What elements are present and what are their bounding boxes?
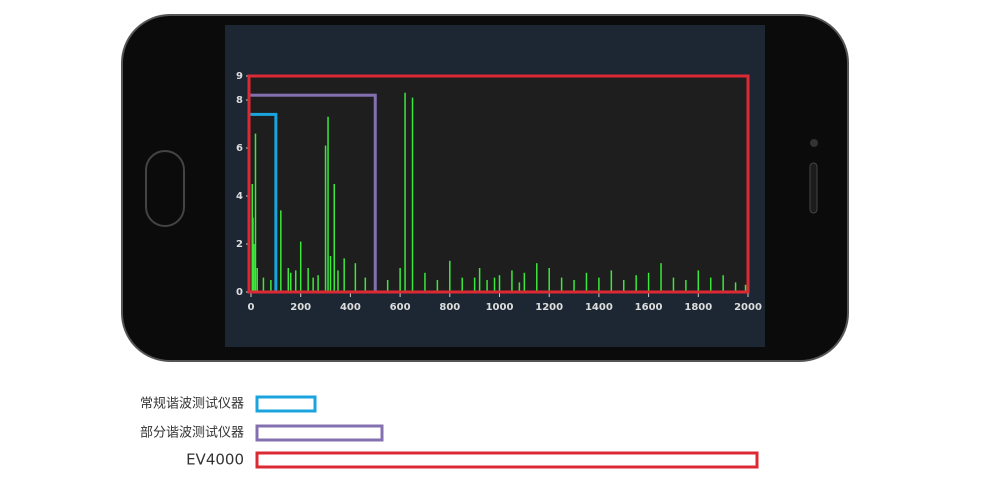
home-button (145, 150, 185, 227)
x-tick-label: 1200 (535, 302, 563, 313)
camera (810, 139, 818, 147)
y-tick-label: 0 (236, 287, 243, 298)
plot-area (248, 75, 748, 292)
x-tick-label: 400 (340, 302, 361, 313)
x-tick-label: 200 (290, 302, 311, 313)
y-tick-label: 4 (236, 191, 243, 202)
x-tick-label: 1600 (635, 302, 663, 313)
x-tick-label: 1000 (486, 302, 514, 313)
range-box (247, 74, 750, 294)
legend-swatch (255, 395, 317, 413)
legend-swatch (255, 424, 384, 442)
y-tick-label: 6 (236, 143, 243, 154)
x-tick-label: 600 (390, 302, 411, 313)
x-tick-label: 0 (248, 302, 255, 313)
legend-label: 常规谐波测试仪器 (140, 397, 244, 412)
legend-swatch (255, 451, 759, 469)
y-tick-label: 9 (236, 71, 243, 82)
x-tick-label: 1400 (585, 302, 613, 313)
legend-label: 部分谐波测试仪器 (140, 426, 244, 441)
y-tick-label: 2 (236, 239, 243, 250)
x-tick-label: 800 (439, 302, 460, 313)
y-tick-label: 8 (236, 95, 243, 106)
x-tick-label: 2000 (734, 302, 762, 313)
speaker (809, 162, 818, 214)
legend-label: EV4000 (186, 451, 244, 469)
x-tick-label: 1800 (684, 302, 712, 313)
